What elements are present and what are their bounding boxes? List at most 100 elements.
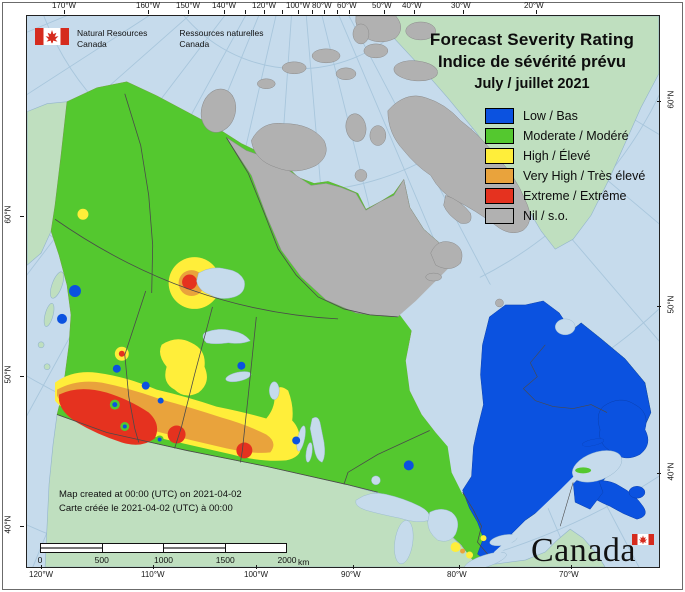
tick-label-top: 160°W	[136, 1, 161, 10]
scale-bar-graphic	[40, 543, 287, 553]
title-fr: Indice de sévérité prévu	[437, 53, 626, 71]
tick-right	[657, 306, 661, 307]
legend-label-nil: Nil / s.o.	[523, 209, 569, 223]
tick-bottom	[41, 565, 42, 569]
tick-label-top: 100°W	[286, 1, 311, 10]
tick-top	[245, 10, 246, 14]
scale-segment	[103, 544, 164, 552]
tick-label-top: 20°W	[524, 1, 544, 10]
tick-top	[337, 10, 338, 14]
scale-segment	[226, 544, 287, 552]
gulf-st-lawrence	[572, 450, 623, 483]
tick-label-top: 50°W	[372, 1, 392, 10]
legend-item-very_high: Very High / Très élevé	[485, 166, 645, 186]
tick-label-left: 60°N	[3, 205, 13, 224]
legend-item-low: Low / Bas	[485, 106, 645, 126]
legend-label-low: Low / Bas	[523, 109, 578, 123]
title-en: Forecast Severity Rating	[429, 30, 635, 49]
lake-huron	[427, 509, 459, 542]
legend-swatch-moderate	[485, 128, 514, 144]
region-low	[462, 300, 652, 563]
tick-label-bottom: 110°W	[141, 570, 165, 579]
scale-segment	[41, 544, 103, 552]
logo-text-en: Natural Resources Canada	[77, 28, 148, 49]
tick-top	[264, 10, 265, 14]
legend-item-nil: Nil / s.o.	[485, 206, 645, 226]
tick-label-left: 50°N	[3, 365, 13, 384]
logo-text-fr: Ressources naturelles Canada	[179, 28, 264, 49]
lake-erie	[464, 551, 507, 567]
legend-item-moderate: Moderate / Modéré	[485, 126, 645, 146]
tick-top	[312, 10, 313, 14]
tick-right	[657, 473, 661, 474]
great-bear-lake	[196, 267, 245, 299]
scale-bar: 0 500 1000 1500 2000 km	[38, 543, 310, 567]
tick-label-left: 40°N	[3, 515, 13, 534]
scale-label-1000: 1000	[154, 555, 173, 565]
legend-label-moderate: Moderate / Modéré	[523, 129, 629, 143]
scale-unit: km	[298, 557, 310, 567]
tick-label-top: 140°W	[212, 1, 237, 10]
lake-athabasca	[225, 371, 252, 383]
title-date: July / juillet 2021	[474, 76, 590, 92]
tick-top	[463, 10, 464, 14]
tick-left	[20, 376, 24, 377]
tick-top	[64, 10, 65, 14]
tick-top	[536, 10, 537, 14]
tick-top	[282, 10, 283, 14]
tick-top	[224, 10, 225, 14]
scale-bar-labels: 0 500 1000 1500 2000 km	[38, 555, 310, 567]
victoria-island	[251, 122, 327, 172]
tick-label-bottom: 120°W	[29, 570, 54, 579]
tick-label-bottom: 80°W	[447, 570, 467, 579]
ungava-bay	[555, 318, 576, 336]
legend-swatch-extreme	[485, 188, 514, 204]
wordmark-text: Canada	[531, 532, 636, 568]
scale-label-500: 500	[94, 555, 109, 565]
tick-label-bottom: 90°W	[341, 570, 361, 579]
map-title: Forecast Severity Rating Indice de sévér…	[407, 30, 657, 92]
tick-label-bottom: 70°W	[559, 570, 579, 579]
region-high-nab	[159, 339, 207, 396]
creation-note: Map created at 00:00 (UTC) on 2021-04-02…	[59, 488, 242, 517]
legend-label-high: High / Élevé	[523, 149, 591, 163]
tick-label-top: 150°W	[176, 1, 201, 10]
tick-label-top: 60°W	[337, 1, 357, 10]
nrcan-logo: Natural Resources Canada Ressources natur…	[35, 28, 288, 49]
legend-item-high: High / Élevé	[485, 146, 645, 166]
tick-top	[414, 10, 415, 14]
tick-label-bottom: 100°W	[244, 570, 269, 579]
scale-label-1500: 1500	[215, 555, 235, 565]
other-land	[27, 16, 659, 567]
tick-right	[657, 101, 661, 102]
canada-map	[27, 16, 659, 567]
region-extreme-bc	[59, 389, 158, 445]
tick-bottom	[256, 565, 257, 569]
map-legend: Low / Bas Moderate / Modéré High / Élevé Ve…	[485, 106, 645, 226]
southampton-island	[430, 241, 463, 269]
station-high-yukon	[77, 208, 89, 220]
station-dots	[57, 285, 414, 471]
tick-top	[384, 10, 385, 14]
tick-bottom	[459, 565, 460, 569]
lake-winnipeg	[309, 417, 325, 463]
legend-swatch-nil	[485, 208, 514, 224]
devon-island	[393, 60, 438, 82]
reindeer-lake	[269, 381, 280, 400]
tick-label-top: 30°W	[451, 1, 471, 10]
legend-item-extreme: Extreme / Extrême	[485, 186, 645, 206]
tick-label-right: 40°N	[666, 462, 676, 481]
tick-left	[20, 526, 24, 527]
great-slave-lake	[202, 329, 251, 345]
creation-note-en: Map created at 00:00 (UTC) on 2021-04-02	[59, 489, 242, 500]
lake-michigan	[394, 520, 414, 565]
legend-label-extreme: Extreme / Extrême	[523, 189, 627, 203]
wordmark-flag-icon	[632, 534, 654, 545]
map-frame: Natural Resources Canada Ressources natur…	[26, 15, 660, 568]
tick-label-top: 120°W	[252, 1, 277, 10]
legend-label-very_high: Very High / Très élevé	[523, 169, 646, 183]
hotspots	[55, 208, 487, 559]
lakes	[196, 267, 623, 567]
